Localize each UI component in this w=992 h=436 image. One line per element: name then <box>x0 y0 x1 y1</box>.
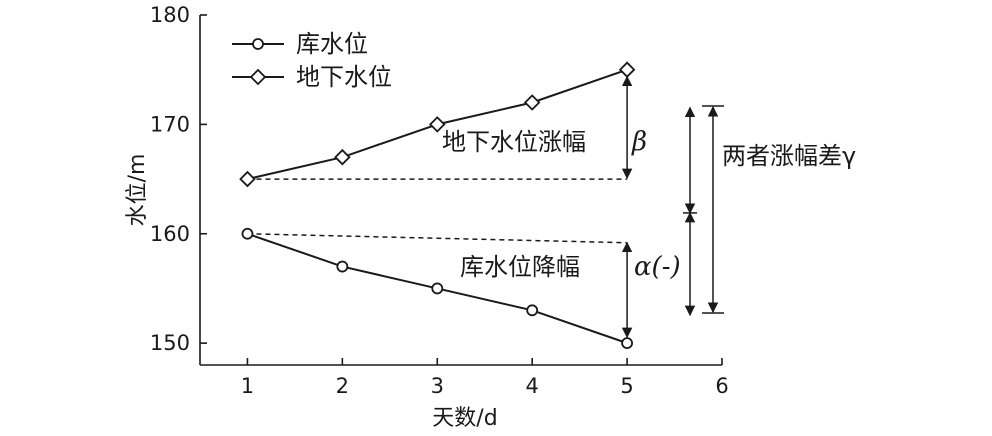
legend-label-groundwater: 地下水位 <box>296 63 392 91</box>
groundwater-point <box>429 116 446 133</box>
y-tick-label: 180 <box>150 3 190 27</box>
x-axis-label: 天数/d <box>432 406 497 431</box>
reservoir-drop-label: 库水位降幅 <box>460 253 580 281</box>
difference-label: 两者涨幅差γ <box>722 142 856 170</box>
groundwater-rise-label: 地下水位涨幅 <box>442 128 586 156</box>
groundwater-point <box>618 61 636 78</box>
x-tick-label: 6 <box>715 374 728 398</box>
x-tick-label: 3 <box>431 374 444 398</box>
groundwater-point <box>239 170 256 188</box>
y-tick-label: 160 <box>150 222 190 246</box>
x-tick-label: 4 <box>525 374 538 398</box>
axes <box>199 15 722 366</box>
legend-marker-diamond <box>249 68 267 86</box>
reservoir-point <box>526 304 539 317</box>
y-tick-label: 150 <box>150 331 190 355</box>
beta-symbol: β <box>631 127 647 157</box>
x-tick-label: 1 <box>241 374 254 398</box>
reservoir-point <box>241 227 254 240</box>
y-axis-label: 水位/m <box>125 154 150 227</box>
legend: 库水位 地下水位 <box>232 30 392 91</box>
reservoir-point <box>621 337 633 350</box>
legend-marker-circle <box>252 38 264 50</box>
alpha-symbol: α(-) <box>634 252 681 282</box>
legend-label-reservoir: 库水位 <box>296 30 368 58</box>
x-tick-label: 2 <box>336 374 349 398</box>
x-tick-label: 5 <box>620 374 633 398</box>
reservoir-point <box>336 260 349 273</box>
y-tick-label: 170 <box>150 112 190 136</box>
groundwater-point <box>334 148 351 166</box>
groundwater-point <box>523 94 541 111</box>
reservoir-point <box>431 282 444 295</box>
reservoir-reference-line <box>247 233 628 244</box>
